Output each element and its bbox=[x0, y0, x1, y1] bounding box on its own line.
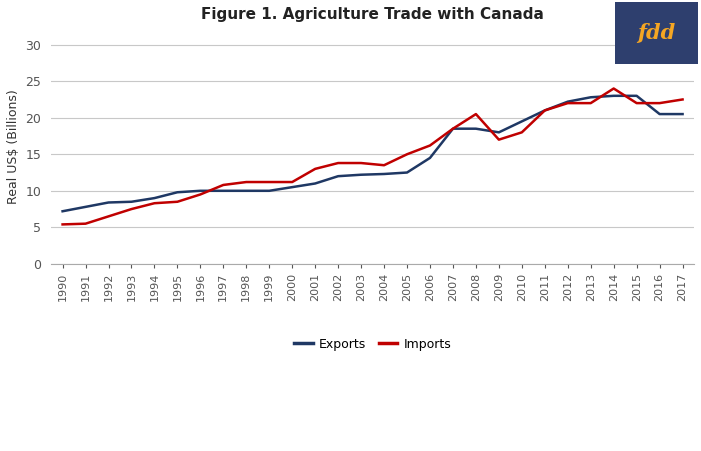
Exports bbox=[540, 108, 549, 113]
Exports bbox=[219, 188, 228, 193]
Imports bbox=[219, 182, 228, 188]
Imports bbox=[81, 221, 90, 226]
Exports bbox=[81, 204, 90, 210]
Imports bbox=[173, 199, 182, 204]
Imports bbox=[517, 129, 526, 135]
Imports bbox=[128, 207, 136, 212]
Exports bbox=[679, 111, 687, 117]
Imports bbox=[564, 101, 572, 106]
Imports bbox=[655, 101, 664, 106]
Imports bbox=[495, 137, 503, 143]
Imports bbox=[242, 179, 250, 185]
Exports bbox=[357, 172, 365, 177]
Exports bbox=[403, 170, 411, 175]
Imports bbox=[679, 97, 687, 102]
Exports bbox=[104, 200, 113, 205]
Imports bbox=[380, 162, 388, 168]
Imports bbox=[426, 143, 434, 148]
Exports bbox=[449, 126, 457, 131]
Exports bbox=[564, 99, 572, 104]
Exports bbox=[311, 181, 320, 186]
Exports bbox=[242, 188, 250, 193]
Exports bbox=[517, 119, 526, 124]
Text: fdd: fdd bbox=[638, 23, 676, 43]
Exports bbox=[495, 129, 503, 135]
Exports bbox=[58, 208, 67, 214]
Exports bbox=[334, 174, 342, 179]
Exports bbox=[655, 111, 664, 117]
Legend: Exports, Imports: Exports, Imports bbox=[289, 333, 456, 356]
Exports bbox=[288, 184, 297, 190]
Y-axis label: Real US$ (Billions): Real US$ (Billions) bbox=[7, 90, 20, 204]
Imports bbox=[58, 222, 67, 227]
Exports bbox=[587, 95, 595, 100]
Exports bbox=[426, 155, 434, 161]
Title: Figure 1. Agriculture Trade with Canada: Figure 1. Agriculture Trade with Canada bbox=[201, 7, 544, 22]
Imports bbox=[357, 160, 365, 166]
Exports bbox=[380, 171, 388, 177]
Exports bbox=[265, 188, 273, 193]
Imports bbox=[587, 101, 595, 106]
Line: Imports: Imports bbox=[62, 88, 683, 225]
Imports bbox=[449, 126, 457, 131]
Exports bbox=[196, 188, 205, 193]
Exports bbox=[472, 126, 480, 131]
Line: Exports: Exports bbox=[62, 96, 683, 211]
Imports bbox=[403, 152, 411, 157]
Imports bbox=[540, 108, 549, 113]
Imports bbox=[311, 166, 320, 171]
Exports bbox=[150, 195, 158, 201]
Imports bbox=[104, 214, 113, 219]
Exports bbox=[632, 93, 641, 98]
Exports bbox=[609, 93, 618, 98]
Exports bbox=[128, 199, 136, 204]
Imports bbox=[196, 192, 205, 197]
Imports bbox=[288, 179, 297, 185]
Imports bbox=[265, 179, 273, 185]
Imports bbox=[632, 101, 641, 106]
Imports bbox=[334, 160, 342, 166]
Imports bbox=[150, 201, 158, 206]
Imports bbox=[609, 86, 618, 91]
Imports bbox=[472, 111, 480, 117]
Exports bbox=[173, 189, 182, 195]
